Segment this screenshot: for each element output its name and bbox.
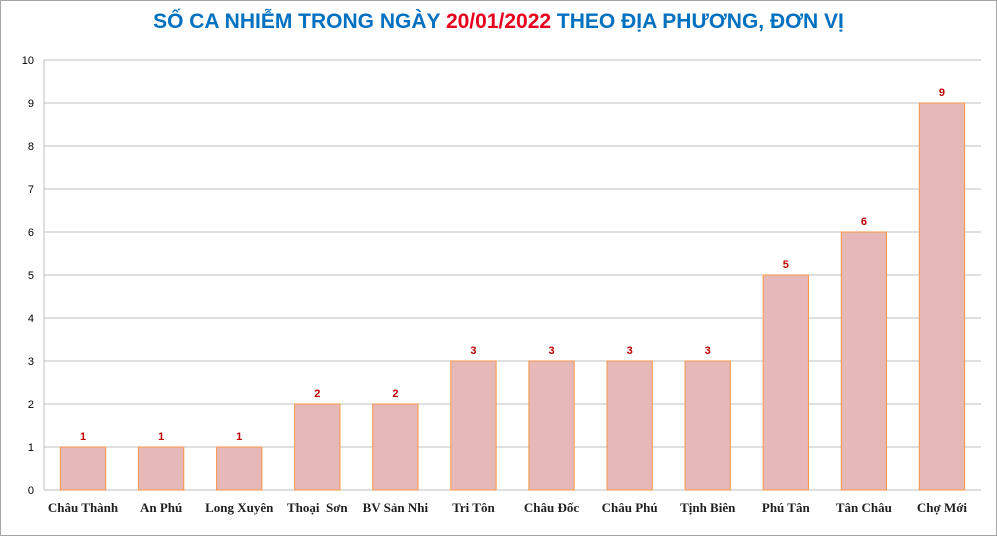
data-label: 3 (548, 345, 554, 357)
x-tick-label: Long Xuyên (205, 500, 274, 515)
title-date: 20/01/2022 (445, 10, 552, 33)
y-tick-label: 10 (22, 55, 34, 67)
data-label: 1 (236, 431, 242, 443)
bar (684, 360, 731, 491)
y-tick-label: 0 (28, 485, 34, 497)
data-label: 1 (80, 431, 86, 443)
data-label: 3 (627, 345, 633, 357)
x-tick-label: Châu Thành (48, 500, 119, 515)
y-tick-label: 7 (28, 184, 34, 196)
x-tick-label: Châu Phú (602, 500, 658, 515)
bar (606, 360, 653, 491)
bar (918, 102, 966, 491)
x-tick-label: Thoại Sơn (287, 500, 348, 515)
data-label: 2 (314, 388, 320, 400)
y-tick-label: 4 (28, 313, 34, 325)
bar (216, 446, 263, 491)
data-label: 6 (861, 216, 867, 228)
y-tick-label: 9 (28, 98, 34, 110)
bar (294, 403, 341, 491)
data-label: 5 (783, 259, 789, 271)
title-prefix: SỐ CA NHIỄM TRONG NGÀY (153, 10, 446, 33)
bar (528, 360, 575, 491)
x-tick-label: Tri Tôn (452, 500, 495, 515)
x-tick-label: Tịnh Biên (680, 500, 736, 515)
x-tick-label: Châu Đốc (524, 500, 579, 515)
data-label: 3 (705, 345, 711, 357)
y-tick-label: 2 (28, 399, 34, 411)
x-tick-label: Tân Châu (836, 500, 892, 515)
data-label: 9 (939, 87, 945, 99)
chart-title: SỐ CA NHIỄM TRONG NGÀY 20/01/2022 THEO Đ… (0, 10, 997, 34)
y-tick-label: 8 (28, 141, 34, 153)
bar (137, 446, 185, 491)
x-tick-label: BV Sản Nhi (363, 500, 429, 515)
bar (372, 403, 419, 491)
bar (840, 231, 888, 491)
data-label: 2 (392, 388, 398, 400)
y-tick-label: 3 (28, 356, 34, 368)
y-tick-label: 6 (28, 227, 34, 239)
y-tick-label: 1 (28, 442, 34, 454)
x-tick-label: Phú Tân (762, 500, 811, 515)
bar (450, 360, 497, 491)
title-suffix: THEO ĐỊA PHƯƠNG, ĐƠN VỊ (551, 10, 844, 33)
data-label: 1 (158, 431, 164, 443)
x-tick-label: Chợ Mới (917, 500, 968, 515)
x-tick-label: An Phú (140, 500, 182, 515)
bar (762, 274, 809, 491)
y-tick-label: 5 (28, 270, 34, 282)
data-label: 3 (470, 345, 476, 357)
bar (59, 446, 107, 491)
